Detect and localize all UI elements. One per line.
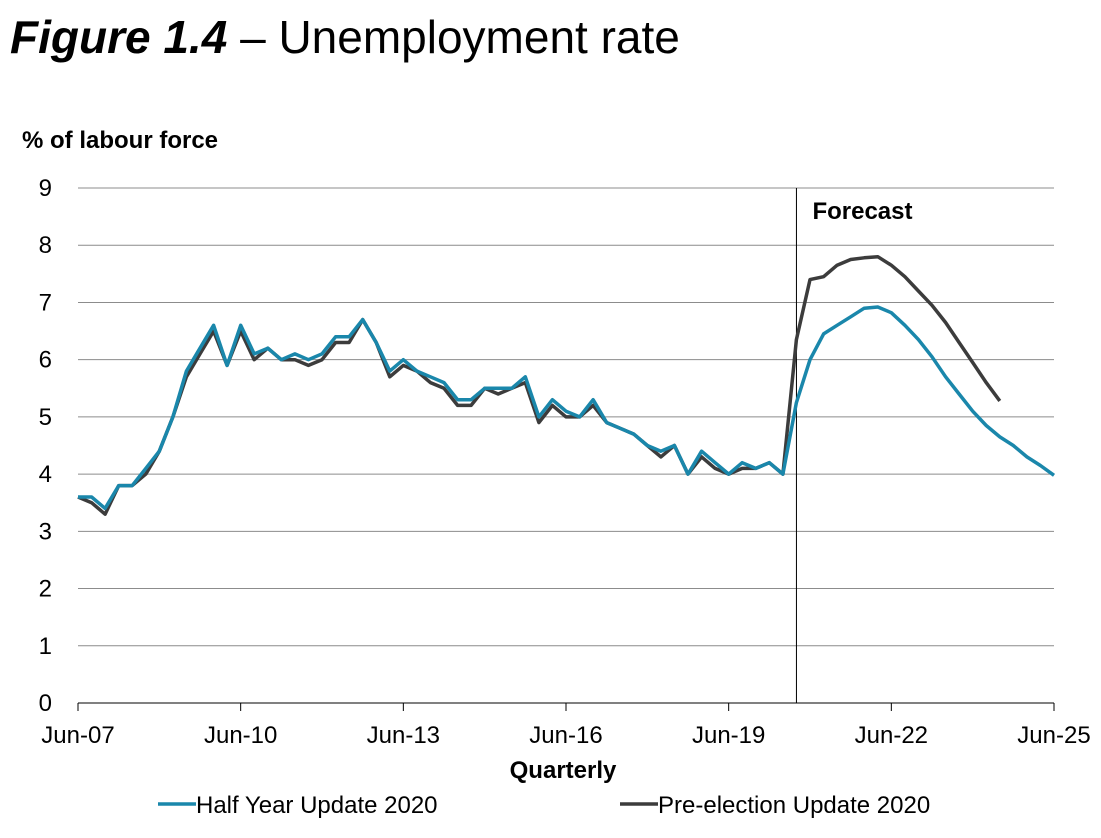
- y-tick-label: 4: [39, 461, 52, 488]
- x-tick-label: Jun-19: [692, 722, 765, 749]
- y-tick-label: 6: [39, 347, 52, 374]
- figure-title: Figure 1.4 – Unemployment rate: [10, 10, 680, 64]
- legend-label: Half Year Update 2020: [196, 792, 438, 819]
- y-tick-label: 2: [39, 576, 52, 603]
- series-lines: [77, 254, 1056, 516]
- legend-label: Pre-election Update 2020: [658, 792, 930, 819]
- y-axis-label: % of labour force: [22, 127, 218, 154]
- series-line-half-year-update-2020: [78, 305, 1056, 511]
- figure-label: Figure 1.4: [10, 11, 228, 63]
- x-axis-label: Quarterly: [510, 757, 617, 784]
- x-tick-label: Jun-10: [204, 722, 277, 749]
- y-tick-label: 5: [39, 404, 52, 431]
- y-tick-label: 0: [39, 690, 52, 717]
- x-tick-label: Jun-25: [1017, 722, 1090, 749]
- y-tick-label: 3: [39, 518, 52, 545]
- y-tick-label: 9: [39, 175, 52, 202]
- x-tick-label: Jun-07: [41, 722, 114, 749]
- forecast-marker: Forecast: [795, 188, 912, 703]
- x-axis: Jun-07 Jun-10 Jun-13 Jun-16 Jun-19 Jun-22 Jun-…: [41, 703, 1091, 749]
- y-tick-label: 8: [39, 232, 52, 259]
- x-tick-label: Jun-16: [529, 722, 602, 749]
- title-dash: –: [227, 11, 279, 63]
- y-tick-label: 7: [39, 289, 52, 316]
- series-line-pre-election-update-2020: [77, 254, 1002, 516]
- y-axis-ticks: 0 1 2 3 4 5 6 7 8 9: [39, 175, 52, 717]
- forecast-label: Forecast: [812, 198, 912, 225]
- x-tick-label: Jun-13: [367, 722, 440, 749]
- x-tick-label: Jun-22: [855, 722, 928, 749]
- gridlines: [78, 187, 1054, 704]
- legend: Half Year Update 2020 Pre-election Update…: [158, 792, 930, 819]
- y-tick-label: 1: [39, 633, 52, 660]
- figure-name: Unemployment rate: [278, 11, 680, 63]
